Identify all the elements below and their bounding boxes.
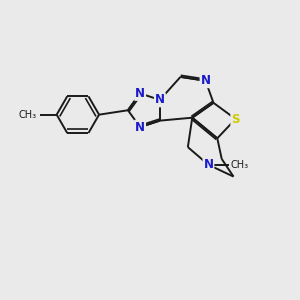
Text: N: N [203, 158, 214, 171]
Text: N: N [135, 121, 145, 134]
Text: N: N [200, 74, 211, 87]
Text: S: S [231, 112, 240, 125]
Text: N: N [155, 93, 165, 106]
Text: CH₃: CH₃ [19, 110, 37, 120]
Text: N: N [135, 87, 145, 100]
Text: CH₃: CH₃ [230, 160, 249, 170]
